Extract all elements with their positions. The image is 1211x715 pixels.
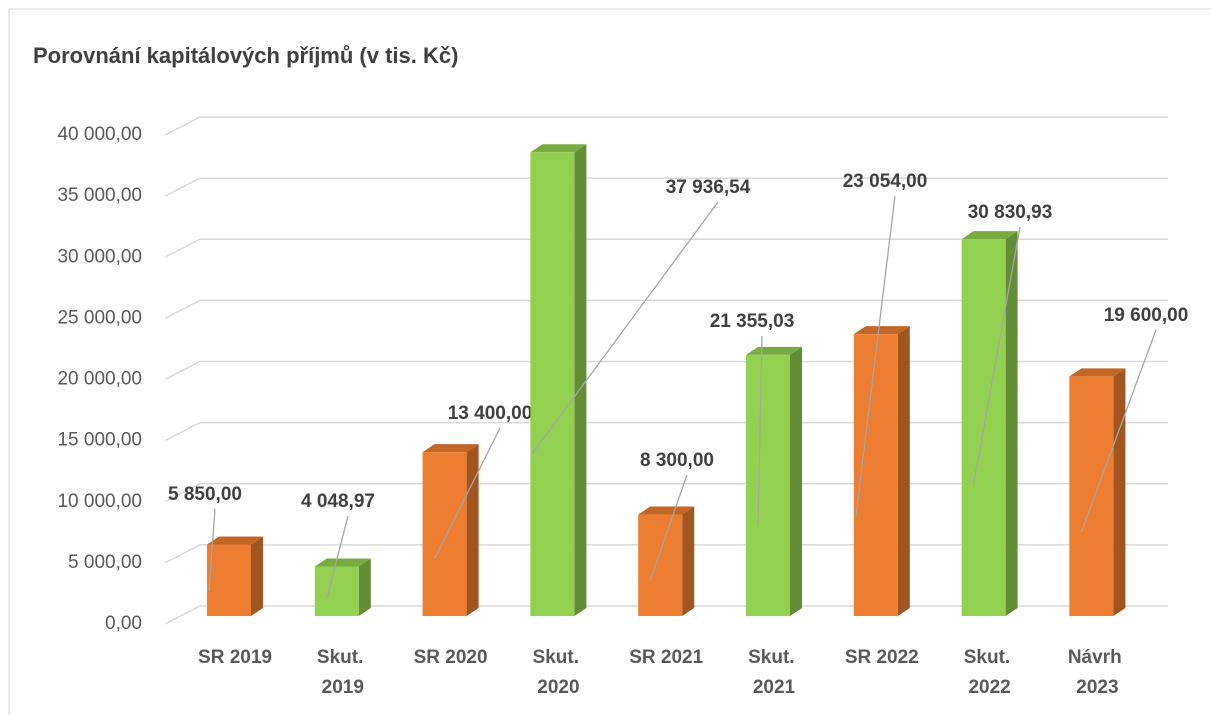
bar xyxy=(314,566,359,616)
bar-side xyxy=(251,536,263,616)
leader-line xyxy=(326,515,349,599)
bar-top xyxy=(530,144,587,153)
bar xyxy=(530,152,575,616)
bar-side xyxy=(358,558,371,616)
bar-side xyxy=(897,326,910,616)
x-tick-label: SR 2020 xyxy=(414,647,488,668)
x-tick-label: SR 2019 xyxy=(198,647,272,668)
bar-side xyxy=(574,144,587,616)
bar-side xyxy=(466,444,479,616)
bar-top xyxy=(1069,368,1126,377)
bar-top xyxy=(207,536,263,545)
bar-top xyxy=(853,326,910,335)
x-tick-label: SR 2021 xyxy=(629,647,703,668)
data-label: 23 054,00 xyxy=(843,171,928,192)
data-label: 13 400,00 xyxy=(448,403,533,424)
leader-line xyxy=(434,427,501,559)
bar-side xyxy=(682,506,695,616)
bar-top xyxy=(961,231,1018,240)
y-tick-label: 35 000,00 xyxy=(57,185,142,206)
leader-line xyxy=(1080,329,1157,533)
grid-line xyxy=(164,421,1168,442)
leader-line xyxy=(972,226,1021,485)
data-label: 8 300,00 xyxy=(640,450,714,471)
data-label: 5 850,00 xyxy=(168,484,242,505)
bar-top xyxy=(314,558,371,567)
bar-top xyxy=(422,444,479,453)
y-tick-label: 40 000,00 xyxy=(57,124,142,145)
bar-top xyxy=(638,506,695,515)
leader-line xyxy=(531,201,719,455)
leader-line xyxy=(855,195,896,518)
x-tick-label: Skut. 2020 xyxy=(533,647,585,698)
bar-side xyxy=(790,346,802,616)
y-tick-label: 30 000,00 xyxy=(57,246,142,267)
bar xyxy=(207,544,251,616)
y-tick-label: 20 000,00 xyxy=(57,369,142,390)
bar xyxy=(638,514,683,616)
grid-line xyxy=(164,544,1168,564)
x-tick-label: Skut. 2019 xyxy=(317,647,369,698)
bar-side xyxy=(1113,368,1126,616)
leader-line xyxy=(649,474,688,581)
grid-line xyxy=(164,605,1168,625)
x-tick-label: Skut. 2022 xyxy=(964,647,1016,698)
y-tick-label: 15 000,00 xyxy=(57,430,142,451)
grid-line xyxy=(164,238,1168,258)
leader-line xyxy=(757,335,763,525)
data-label: 37 936,54 xyxy=(666,177,751,198)
grid-line xyxy=(164,116,1168,136)
grid-line xyxy=(164,299,1168,320)
y-tick-label: 10 000,00 xyxy=(57,491,142,512)
y-tick-label: 25 000,00 xyxy=(57,307,142,328)
data-label: 19 600,00 xyxy=(1104,305,1189,326)
y-tick-label: 0,00 xyxy=(105,613,142,634)
grid-line xyxy=(164,360,1168,381)
bar xyxy=(1069,376,1114,616)
bar-side xyxy=(1005,231,1018,617)
bar-top xyxy=(746,346,802,355)
data-label: 4 048,97 xyxy=(301,491,375,512)
x-tick-label: Návrh 2023 xyxy=(1068,647,1127,698)
bar xyxy=(422,452,467,616)
leader-line xyxy=(208,508,216,592)
grid-line xyxy=(164,177,1168,197)
data-label: 21 355,03 xyxy=(710,311,795,332)
chart-border xyxy=(8,8,1211,715)
x-tick-label: Skut. 2021 xyxy=(748,647,800,698)
chart-title: Porovnání kapitálových příjmů (v tis. Kč… xyxy=(33,43,458,68)
bar xyxy=(746,354,790,616)
x-tick-label: SR 2022 xyxy=(845,647,919,668)
data-label: 30 830,93 xyxy=(968,202,1053,223)
grid-line xyxy=(164,483,1168,503)
y-tick-label: 5 000,00 xyxy=(68,552,142,573)
